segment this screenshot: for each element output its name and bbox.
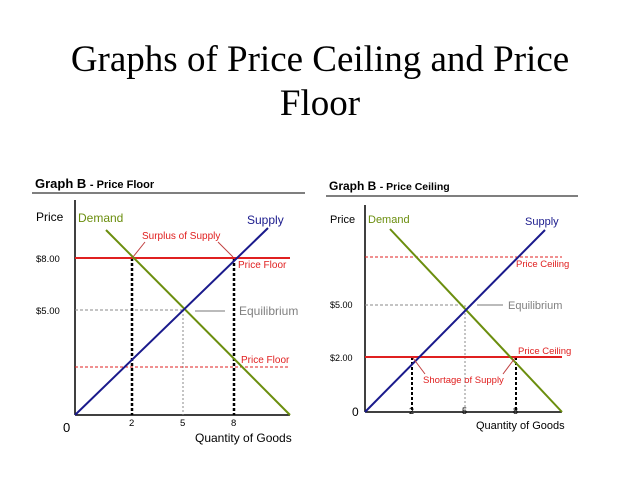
qty-tick: 2	[409, 406, 414, 416]
equilibrium-label: Equilibrium	[239, 304, 298, 318]
qty-tick: 2	[129, 418, 134, 429]
surplus-leader-left	[132, 241, 146, 258]
supply-label: Supply	[247, 213, 284, 227]
price-tick: $5.00	[36, 306, 60, 317]
shortage-leader-left	[412, 357, 426, 375]
supply-label: Supply	[525, 216, 559, 228]
price-ceiling-graph: Graph B - Price Ceiling Price $5.00 $2.0…	[326, 179, 578, 432]
shortage-label: Shortage of Supply	[423, 375, 504, 386]
surplus-leader-right	[217, 241, 234, 258]
supply-curve	[74, 227, 269, 416]
demand-label: Demand	[78, 211, 123, 225]
demand-label: Demand	[368, 214, 410, 226]
title-line-2: Floor	[279, 83, 361, 124]
price-floor-label: Price Floor	[238, 260, 287, 271]
x-axis-label: Quantity of Goods	[476, 420, 565, 432]
surplus-label: Surplus of Supply	[142, 231, 220, 242]
qty-tick: 8	[231, 418, 236, 429]
price-floor-graph: Graph B - Price Floor Price $8.00 $5.00 …	[32, 176, 305, 445]
price-tick: $8.00	[36, 254, 60, 265]
price-ceiling-label: Price Ceiling	[518, 346, 571, 357]
graph-header: Graph B - Price Floor	[35, 176, 155, 191]
price-tick: $5.00	[330, 300, 353, 310]
qty-tick: 8	[513, 406, 518, 416]
shortage-leader-right	[502, 357, 516, 375]
graph-header: Graph B - Price Ceiling	[329, 179, 450, 193]
demand-curve	[389, 228, 563, 413]
qty-tick: 5	[180, 418, 185, 429]
origin-label: 0	[352, 405, 359, 419]
slide-title: Graphs of Price Ceiling and Price Floor	[0, 38, 640, 126]
x-axis-label: Quantity of Goods	[195, 431, 292, 445]
price-floor-label-low: Price Floor	[241, 355, 290, 366]
equilibrium-label: Equilibrium	[508, 300, 562, 312]
supply-curve	[364, 229, 546, 413]
origin-label: 0	[63, 420, 70, 435]
title-line-1: Graphs of Price Ceiling and Price	[70, 39, 570, 80]
price-tick: $2.00	[330, 353, 353, 363]
y-axis-label: Price	[330, 214, 355, 226]
y-axis-label: Price	[36, 210, 64, 224]
price-ceiling-label-high: Price Ceiling	[516, 259, 569, 270]
demand-curve	[105, 229, 291, 416]
